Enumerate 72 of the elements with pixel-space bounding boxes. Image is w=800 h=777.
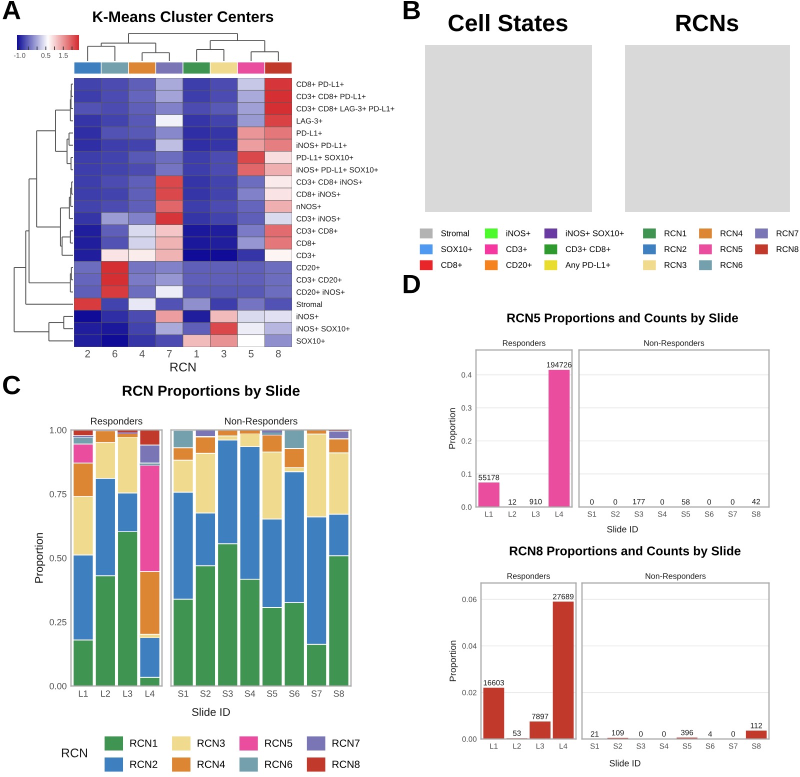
legend-label: RCN7 bbox=[332, 739, 360, 747]
text: RCN8 Proportions and Counts by Slide bbox=[510, 546, 741, 558]
y-axis-title: Proportion bbox=[448, 408, 458, 449]
x-tick-label: 4 bbox=[139, 350, 145, 358]
category-label: CD20+ bbox=[506, 262, 532, 268]
legend-label: RCN8 bbox=[332, 760, 360, 768]
x-tick-label: 6 bbox=[112, 350, 118, 358]
x-tick-label: L1 bbox=[78, 690, 88, 697]
x-tick-label: 7 bbox=[167, 350, 172, 358]
text: D bbox=[404, 274, 420, 294]
x-tick-label: 1 bbox=[194, 350, 200, 358]
category-label: CD8+ bbox=[441, 262, 462, 268]
chart-subtitle: Non-Responders bbox=[644, 340, 704, 348]
category-label: RCN4 bbox=[720, 230, 742, 236]
chart-subtitle: Non-Responders bbox=[646, 572, 706, 581]
y-tick-label: 0.00 bbox=[50, 682, 66, 690]
x-axis-title: Slide ID bbox=[192, 708, 230, 716]
category-label: RCN5 bbox=[720, 246, 742, 252]
x-tick-label: L2 bbox=[101, 690, 110, 697]
y-tick-label: 0.75 bbox=[50, 490, 66, 498]
text: RCN5 Proportions and Counts by Slide bbox=[507, 313, 738, 325]
y-tick-label: 0.50 bbox=[50, 554, 66, 562]
x-tick-label: S3 bbox=[222, 690, 233, 697]
text: RCN Proportions by Slide bbox=[122, 385, 300, 399]
text: A bbox=[2, 0, 20, 20]
x-tick-label: S5 bbox=[267, 690, 278, 697]
x-axis-title: Slide ID bbox=[607, 526, 638, 532]
category-label: iNOS+ SOX10+ bbox=[566, 230, 624, 236]
x-tick-label: S2 bbox=[200, 690, 211, 697]
category-label: RCN6 bbox=[720, 262, 742, 268]
category-label: CD3+ CD8+ bbox=[566, 246, 610, 252]
x-tick-label: 5 bbox=[248, 350, 254, 358]
x-tick-label: S6 bbox=[289, 690, 300, 697]
y-axis-title: Proportion bbox=[34, 533, 46, 583]
text: B bbox=[404, 0, 420, 20]
x-axis-title: RCN bbox=[170, 362, 196, 372]
legend-label: RCN5 bbox=[265, 739, 292, 747]
legend-title: RCN bbox=[62, 748, 87, 758]
legend-label: RCN4 bbox=[198, 760, 225, 768]
category-label: Any PD-L1+ bbox=[565, 262, 610, 270]
category-label: iNOS+ bbox=[506, 230, 530, 236]
text: C bbox=[3, 376, 20, 394]
legend-label: RCN2 bbox=[130, 760, 158, 768]
chart-subtitle: Responders bbox=[502, 340, 546, 348]
legend-label: RCN6 bbox=[265, 760, 292, 768]
y-tick-label: 1.00 bbox=[50, 426, 66, 434]
x-tick-label: S4 bbox=[244, 690, 256, 697]
x-tick-label: L4 bbox=[146, 690, 155, 697]
x-tick-label: S7 bbox=[311, 690, 322, 697]
y-axis-title: Proportion bbox=[449, 640, 458, 682]
x-tick-label: S1 bbox=[178, 690, 188, 697]
chart-subtitle: Non-Responders bbox=[225, 417, 298, 426]
category-label: RCN3 bbox=[664, 262, 686, 268]
x-tick-label: L3 bbox=[123, 690, 132, 697]
legend-label: RCN1 bbox=[130, 739, 158, 747]
x-tick-label: 2 bbox=[85, 350, 90, 358]
category-label: RCN2 bbox=[664, 246, 686, 252]
x-tick-label: 8 bbox=[276, 350, 281, 358]
x-tick-label: 3 bbox=[221, 350, 226, 358]
category-label: CD3+ bbox=[506, 246, 528, 252]
text: RCNs bbox=[676, 14, 738, 32]
x-tick-label: S8 bbox=[334, 690, 344, 697]
y-tick-label: 0.25 bbox=[50, 618, 66, 626]
legend-label: RCN3 bbox=[198, 739, 225, 747]
category-label: RCN7 bbox=[776, 230, 798, 236]
chart-title: K-Means Cluster Centers bbox=[93, 10, 274, 22]
x-axis-title: Slide ID bbox=[610, 760, 640, 766]
category-label: RCN8 bbox=[776, 246, 798, 252]
chart-subtitle: Responders bbox=[91, 417, 142, 426]
category-label: RCN1 bbox=[664, 230, 686, 236]
chart-subtitle: Responders bbox=[507, 572, 550, 581]
text: Cell States bbox=[448, 14, 568, 32]
